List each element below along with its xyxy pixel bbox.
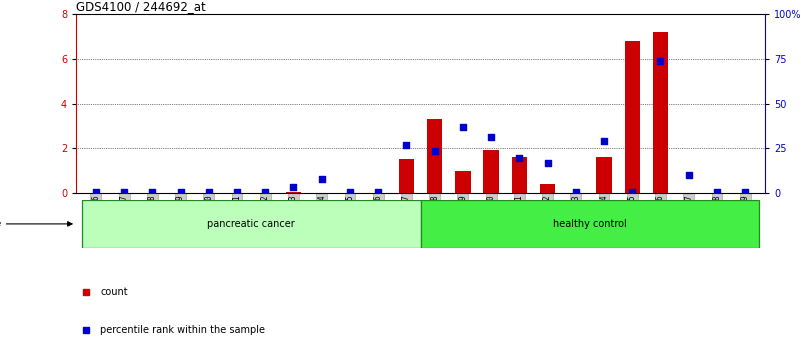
Bar bbox=[653, 32, 668, 193]
Text: healthy control: healthy control bbox=[553, 219, 627, 229]
Point bbox=[90, 189, 103, 195]
Bar bbox=[286, 192, 301, 193]
FancyBboxPatch shape bbox=[421, 200, 759, 248]
Bar bbox=[399, 159, 414, 193]
Point bbox=[457, 124, 469, 130]
Point bbox=[287, 184, 300, 189]
Point bbox=[316, 176, 328, 182]
Point bbox=[372, 189, 384, 195]
Point bbox=[570, 189, 582, 195]
Text: percentile rank within the sample: percentile rank within the sample bbox=[100, 325, 265, 335]
FancyBboxPatch shape bbox=[82, 200, 421, 248]
Point bbox=[710, 189, 723, 195]
Text: GDS4100 / 244692_at: GDS4100 / 244692_at bbox=[76, 0, 206, 13]
Bar bbox=[455, 171, 471, 193]
Point bbox=[174, 189, 187, 195]
Text: count: count bbox=[100, 287, 128, 297]
Bar bbox=[540, 184, 555, 193]
Point bbox=[513, 155, 525, 161]
Point bbox=[541, 161, 554, 166]
Point bbox=[146, 189, 159, 195]
Bar bbox=[483, 150, 499, 193]
Bar bbox=[625, 41, 640, 193]
Bar bbox=[512, 157, 527, 193]
Bar bbox=[596, 157, 612, 193]
Point bbox=[344, 189, 356, 195]
Point bbox=[485, 134, 497, 139]
Point bbox=[118, 189, 131, 195]
Point bbox=[259, 189, 272, 195]
Bar bbox=[427, 119, 442, 193]
Text: pancreatic cancer: pancreatic cancer bbox=[207, 219, 295, 229]
Point bbox=[429, 148, 441, 154]
Point bbox=[682, 172, 695, 178]
Point bbox=[739, 189, 751, 195]
Point bbox=[626, 189, 638, 195]
Point bbox=[598, 138, 610, 144]
Point bbox=[654, 58, 667, 63]
Point bbox=[231, 189, 244, 195]
Point bbox=[203, 189, 215, 195]
Text: disease state: disease state bbox=[0, 219, 72, 228]
Point bbox=[400, 142, 413, 148]
